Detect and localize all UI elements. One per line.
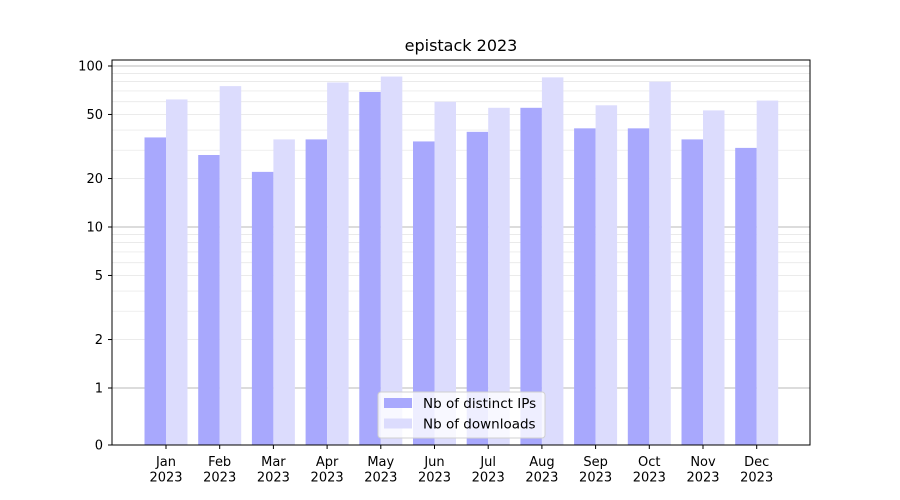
legend-label: Nb of downloads (423, 417, 536, 433)
bar-distinct-ips-3 (305, 139, 328, 446)
legend-swatch (384, 418, 412, 429)
bar-downloads-4 (380, 76, 403, 445)
bar-downloads-5 (434, 101, 456, 445)
bar-downloads-8 (595, 105, 618, 446)
y-tick-label: 0 (95, 439, 103, 454)
bar-distinct-ips-2 (251, 171, 274, 446)
y-tick-label: 100 (78, 60, 103, 75)
bar-downloads-1 (219, 86, 242, 445)
bar-downloads-10 (703, 110, 725, 445)
x-tick-label: Mar 2023 (257, 455, 290, 486)
y-tick-label: 1 (95, 382, 103, 397)
x-tick-label: Feb 2023 (203, 455, 236, 486)
bar-distinct-ips-11 (735, 147, 757, 446)
x-tick-label: Jul 2023 (472, 455, 505, 486)
bar-distinct-ips-4 (359, 91, 381, 445)
y-tick-label: 20 (86, 172, 103, 187)
bar-distinct-ips-7 (520, 107, 542, 445)
x-tick-label: Jan 2023 (149, 455, 182, 486)
x-tick-label: Dec 2023 (740, 455, 773, 486)
y-tick-label: 2 (95, 333, 103, 348)
x-tick-label: Jun 2023 (418, 455, 451, 486)
x-tick-label: Oct 2023 (633, 455, 666, 486)
bar-distinct-ips-6 (466, 131, 489, 445)
y-tick-label: 50 (86, 108, 103, 123)
x-tick-label: Apr 2023 (311, 455, 344, 486)
bar-distinct-ips-9 (627, 128, 650, 445)
x-axis: Jan 2023 Feb 2023 Mar 2023 Apr 2023 May 2023 Jun 20… (149, 445, 773, 486)
legend-swatch (384, 398, 412, 408)
legend-box (377, 391, 546, 439)
bars (144, 76, 779, 446)
bar-downloads-0 (166, 99, 188, 446)
x-tick-label: Aug 2023 (525, 455, 558, 486)
bar-distinct-ips-0 (144, 137, 166, 445)
x-tick-label: May 2023 (364, 455, 397, 486)
bar-distinct-ips-1 (198, 155, 220, 445)
x-tick-label: Nov 2023 (686, 455, 719, 486)
x-tick-label: Sep 2023 (579, 455, 612, 486)
y-tick-label: 5 (95, 269, 103, 284)
bar-downloads-2 (273, 139, 295, 446)
bar-distinct-ips-8 (574, 128, 596, 445)
bar-downloads-3 (327, 82, 349, 445)
plot-frame (111, 59, 811, 446)
bar-downloads-11 (756, 100, 779, 446)
legend-label: Nb of distinct IPs (423, 396, 536, 412)
y-tick-label: 10 (86, 221, 103, 236)
bar-downloads-6 (488, 107, 510, 445)
bar-distinct-ips-10 (681, 139, 703, 446)
legend: Nb of distinct IPs Nb of downloads (377, 391, 546, 439)
bar-distinct-ips-5 (413, 141, 435, 446)
chart-title: epistack 2023 (405, 36, 518, 55)
bar-downloads-9 (649, 81, 671, 445)
bar-downloads-7 (541, 77, 564, 445)
y-axis: 0 1 2 5 10 20 50 100 (78, 60, 112, 454)
